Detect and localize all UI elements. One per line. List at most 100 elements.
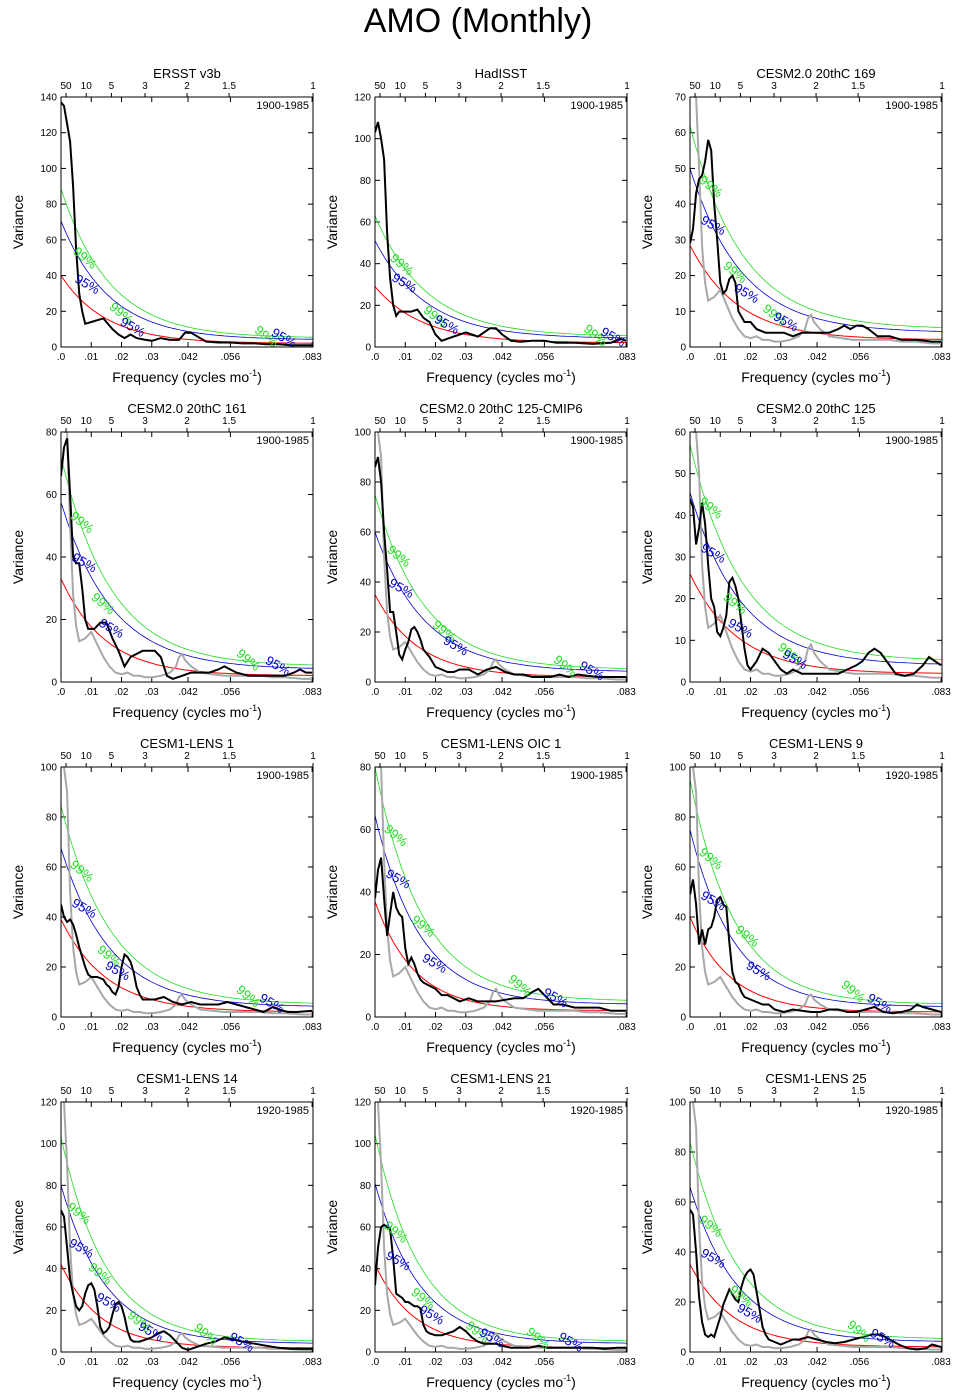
x-tick-label: .03 (459, 352, 473, 363)
y-tick-label: 80 (46, 1181, 58, 1192)
top-period-label: 10 (395, 416, 407, 427)
ci95-label: 95% (556, 1329, 586, 1355)
top-period-label: 1 (939, 81, 945, 92)
period-label: 1900-1985 (570, 435, 623, 447)
top-period-label: 1.5 (222, 1086, 236, 1097)
x-tick-label: .03 (774, 352, 788, 363)
x-axis-label-exponent: -1 (878, 703, 886, 713)
spectrum-line (61, 101, 313, 347)
x-axis-label-end: ) (886, 369, 891, 385)
x-tick-label: .02 (744, 1357, 758, 1368)
ci95-label: 95% (432, 311, 462, 337)
ci95-label: 95% (417, 1302, 447, 1328)
top-period-label: 5 (738, 81, 744, 92)
plot-area (690, 767, 942, 1016)
plot-frame (60, 96, 314, 348)
y-tick-label: 100 (354, 134, 371, 145)
x-tick-label: .02 (744, 352, 758, 363)
ci95-curve (690, 829, 942, 1007)
top-period-label: 50 (374, 416, 386, 427)
top-period-label: 1 (624, 81, 630, 92)
y-tick-label: 40 (675, 913, 687, 924)
y-tick-label: 100 (669, 1098, 686, 1109)
spectrum-panel-5: CESM2.0 20thC 125-CMIP6 .0 .01 .02 .03 .042 .0… (324, 401, 636, 720)
obs-reference-spectrum (378, 767, 627, 1015)
y-tick-label: 40 (360, 1264, 372, 1275)
y-tick-label: 60 (675, 128, 687, 139)
x-tick-label: .056 (850, 1022, 870, 1033)
plot-frame (374, 96, 628, 348)
ci99-label: 99% (67, 857, 97, 885)
ci95-label: 95% (698, 888, 728, 914)
x-axis-label-exponent: -1 (563, 703, 571, 713)
y-tick-label: 40 (360, 888, 372, 899)
x-tick-label: .056 (535, 687, 555, 698)
y-tick-label: 60 (46, 1223, 58, 1234)
y-tick-label: 140 (40, 93, 57, 104)
y-tick-label: 0 (680, 343, 686, 354)
y-tick-label: 100 (40, 164, 57, 175)
x-tick-label: .02 (429, 352, 443, 363)
panel-title: CESM2.0 20thC 169 (756, 66, 875, 81)
y-tick-label: 70 (675, 93, 687, 104)
y-tick-label: 40 (360, 578, 372, 589)
x-tick-label: .042 (178, 352, 198, 363)
x-tick-label: .083 (302, 687, 322, 698)
x-tick-label: .03 (459, 1022, 473, 1033)
x-axis-label-exponent: -1 (878, 368, 886, 378)
x-tick-label: .02 (115, 1357, 129, 1368)
top-period-label: 10 (710, 416, 722, 427)
x-axis-label-exponent: -1 (249, 703, 257, 713)
x-tick-label: .083 (616, 1022, 636, 1033)
spectrum-line (690, 1208, 942, 1351)
top-period-label: 5 (423, 1086, 429, 1097)
y-tick-label: 20 (675, 963, 687, 974)
x-tick-label: .083 (302, 352, 322, 363)
x-tick-label: .0 (686, 1357, 695, 1368)
y-tick-label: 40 (46, 271, 58, 282)
x-tick-label: .056 (221, 687, 241, 698)
y-tick-label: 20 (360, 301, 372, 312)
obs-reference-spectrum (63, 1102, 313, 1351)
x-tick-label: .0 (686, 352, 695, 363)
top-period-label: 1.5 (536, 751, 550, 762)
spectrum-line (61, 904, 313, 1014)
x-axis-label-exponent: -1 (878, 1038, 886, 1048)
x-axis-label-end: ) (257, 369, 262, 385)
y-axis-label: Variance (639, 1200, 655, 1254)
x-tick-label: .042 (492, 687, 512, 698)
y-tick-label: 60 (675, 1198, 687, 1209)
x-tick-label: .01 (398, 687, 412, 698)
top-period-label: 10 (395, 1086, 407, 1097)
ci95-curve (690, 492, 942, 665)
x-tick-label: .083 (302, 1357, 322, 1368)
top-period-label: 1.5 (851, 1086, 865, 1097)
ci95-label: 95% (726, 615, 756, 641)
x-tick-label: .083 (616, 687, 636, 698)
y-tick-label: 60 (360, 825, 372, 836)
top-period-label: 1 (939, 1086, 945, 1097)
ci99-label: 99% (381, 821, 411, 849)
ci99-curve (61, 1137, 313, 1342)
top-period-label: 10 (81, 751, 93, 762)
y-tick-label: 80 (46, 813, 58, 824)
top-period-label: 5 (738, 1086, 744, 1097)
x-tick-label: .0 (57, 1357, 66, 1368)
x-tick-label: .056 (221, 1022, 241, 1033)
top-period-label: 5 (109, 751, 115, 762)
top-period-label: 50 (60, 1086, 72, 1097)
y-tick-label: 0 (365, 678, 371, 689)
y-tick-label: 60 (46, 490, 58, 501)
top-period-label: 1.5 (222, 81, 236, 92)
y-tick-label: 0 (365, 343, 371, 354)
x-tick-label: .03 (145, 1022, 159, 1033)
obs-reference-spectrum (692, 1102, 942, 1351)
top-period-label: 50 (689, 751, 701, 762)
ci95-label: 95% (780, 646, 810, 672)
ci95-curve (375, 240, 627, 339)
y-axis-label: Variance (10, 195, 26, 249)
y-tick-label: 60 (46, 235, 58, 246)
top-period-label: 5 (423, 81, 429, 92)
y-tick-label: 0 (51, 1348, 57, 1359)
